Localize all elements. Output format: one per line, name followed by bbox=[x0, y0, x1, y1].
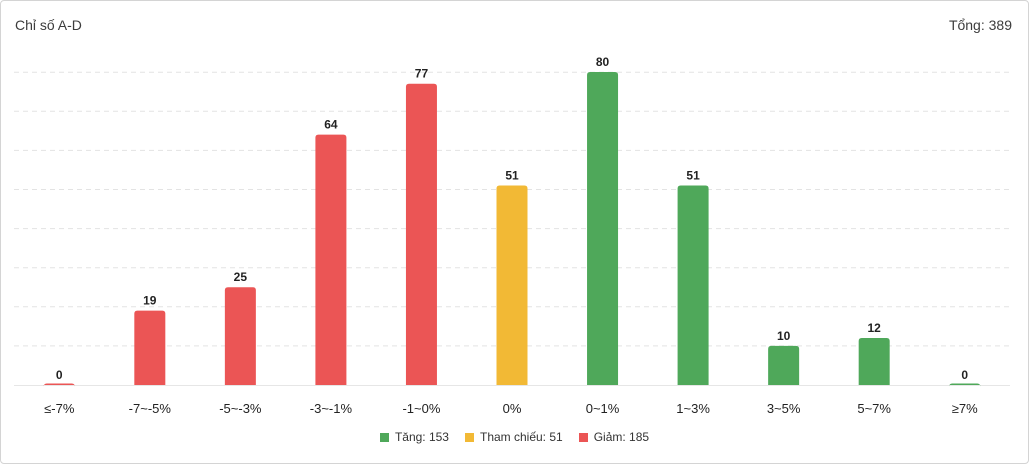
bar bbox=[858, 338, 890, 385]
data-label: 51 bbox=[686, 168, 700, 182]
x-tick-label: 5~7% bbox=[857, 401, 891, 416]
bar bbox=[587, 72, 619, 385]
legend-label-up: Tăng: 153 bbox=[394, 430, 449, 444]
chart-title: Chỉ số A-D bbox=[15, 17, 82, 33]
chart-legend: Tăng: 153 Tham chiếu: 51 Giảm: 185 bbox=[0, 430, 1029, 444]
bar bbox=[134, 310, 166, 385]
data-label: 0 bbox=[961, 368, 968, 382]
x-tick-label: 0% bbox=[503, 401, 522, 416]
legend-item-up[interactable]: Tăng: 153 bbox=[379, 430, 449, 444]
legend-label-down: Giảm: 185 bbox=[593, 430, 650, 444]
legend-swatch-ref bbox=[464, 432, 474, 442]
bar bbox=[496, 185, 528, 385]
x-tick-label: ≤-7% bbox=[44, 401, 75, 416]
data-label: 10 bbox=[777, 329, 791, 343]
x-tick-label: -5~-3% bbox=[219, 401, 262, 416]
x-tick-label: 3~5% bbox=[767, 401, 801, 416]
x-tick-label: 1~3% bbox=[676, 401, 710, 416]
x-tick-label: -3~-1% bbox=[310, 401, 353, 416]
legend-label-ref: Tham chiếu: 51 bbox=[479, 430, 563, 444]
x-tick-label: 0~1% bbox=[586, 401, 620, 416]
data-label: 12 bbox=[868, 321, 882, 335]
bar bbox=[315, 134, 347, 385]
bar bbox=[677, 185, 709, 385]
bar bbox=[43, 383, 75, 387]
data-label: 19 bbox=[143, 294, 157, 308]
x-tick-label: ≥7% bbox=[952, 401, 978, 416]
data-label: 64 bbox=[324, 118, 338, 132]
bar bbox=[768, 345, 800, 385]
bar bbox=[405, 83, 437, 386]
legend-item-ref[interactable]: Tham chiếu: 51 bbox=[464, 430, 563, 444]
data-label: 80 bbox=[596, 55, 610, 69]
data-label: 51 bbox=[505, 168, 519, 182]
data-label: 77 bbox=[415, 67, 429, 81]
total-count: Tổng: 389 bbox=[948, 17, 1012, 33]
data-label: 0 bbox=[56, 368, 63, 382]
data-label: 25 bbox=[234, 270, 248, 284]
legend-swatch-down bbox=[578, 432, 588, 442]
legend-item-down[interactable]: Giảm: 185 bbox=[578, 430, 650, 444]
x-tick-label: -7~-5% bbox=[129, 401, 172, 416]
bar bbox=[949, 383, 981, 387]
legend-swatch-up bbox=[379, 432, 389, 442]
x-tick-label: -1~0% bbox=[402, 401, 440, 416]
bar bbox=[224, 287, 256, 385]
